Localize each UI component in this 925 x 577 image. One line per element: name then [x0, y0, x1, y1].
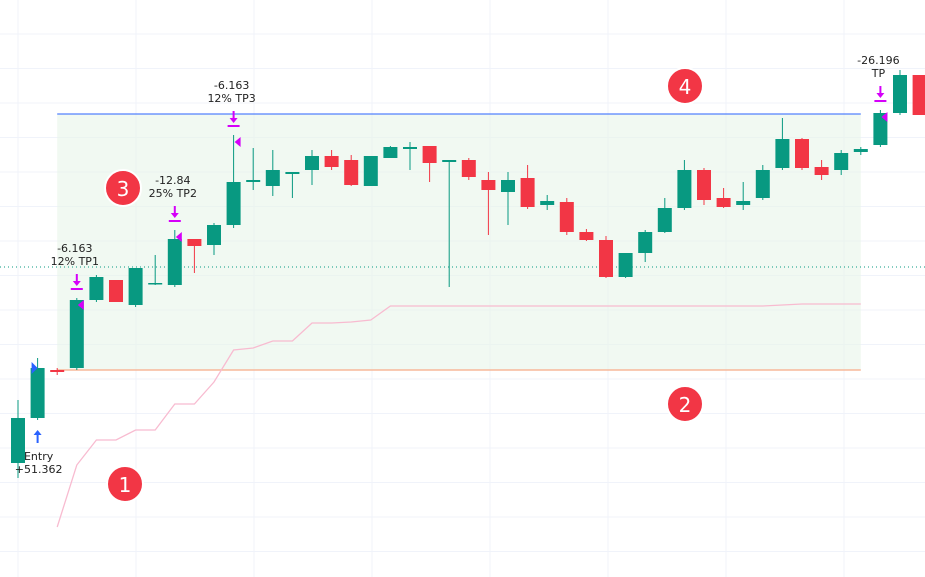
annotation-text: 12% TP3	[207, 92, 255, 105]
annotation-text: Entry	[24, 450, 54, 463]
candle-body	[657, 208, 672, 232]
candle-body	[69, 300, 84, 368]
annotation-text: -12.84	[155, 174, 190, 187]
exit-arrow	[70, 274, 83, 290]
annotation-text: +51.362	[15, 463, 63, 476]
candle-body	[755, 170, 770, 198]
candle-body	[618, 253, 633, 277]
candle-body	[30, 368, 45, 418]
candle-body	[677, 170, 692, 208]
candle-body	[461, 160, 476, 177]
badge-label: 3	[117, 177, 130, 201]
candle-body	[559, 202, 574, 232]
candle-body	[501, 180, 515, 192]
candle-body	[50, 370, 65, 372]
badge	[666, 385, 704, 423]
candle-body	[128, 268, 143, 305]
annotation-text: -6.163	[57, 242, 92, 255]
annotation-text: 12% TP1	[51, 255, 99, 268]
annotation-text: 25% TP2	[149, 187, 197, 200]
candle-body	[697, 170, 711, 200]
candle-body	[344, 160, 359, 185]
candle-body	[893, 75, 907, 113]
candle-body	[109, 280, 123, 302]
candle-body	[442, 160, 457, 162]
candle-body	[834, 153, 849, 170]
badge-label: 2	[679, 393, 692, 417]
exit-flag	[175, 232, 182, 242]
candle-body	[403, 147, 417, 149]
candle-body	[873, 113, 888, 145]
candle-body	[148, 283, 163, 285]
badge	[106, 465, 144, 503]
candle-body	[305, 156, 319, 170]
candle-body	[795, 139, 809, 168]
entry-flag	[31, 362, 38, 374]
annotation-text: TP	[871, 67, 886, 80]
candle-body	[853, 149, 868, 152]
candle-body	[716, 198, 731, 207]
exit-arrow	[168, 206, 181, 222]
candle-body	[89, 277, 104, 300]
badge	[666, 67, 704, 105]
candle-body	[207, 225, 221, 245]
candle-body	[285, 172, 300, 174]
candle-body	[363, 156, 378, 186]
candle-body	[383, 147, 398, 158]
annotation-text: -6.163	[214, 79, 249, 92]
trail-line	[56, 303, 861, 528]
entry-arrow	[33, 430, 42, 443]
candle-body	[599, 240, 613, 277]
candle-body	[775, 139, 790, 168]
candle-body	[265, 170, 280, 186]
candle-body	[520, 178, 535, 207]
candle-body	[540, 201, 555, 205]
exit-flag	[234, 137, 241, 147]
exit-flag	[77, 300, 84, 310]
badge-label: 4	[679, 75, 692, 99]
candle-body	[638, 232, 653, 253]
candle-body	[246, 180, 261, 182]
exit-arrow	[874, 86, 887, 102]
exit-flag	[881, 112, 888, 122]
badge-label: 1	[119, 473, 132, 497]
candle-body	[736, 201, 751, 205]
badge	[104, 169, 142, 207]
candle-body	[226, 182, 241, 225]
exit-arrow	[227, 111, 240, 127]
candle-body	[324, 156, 339, 167]
candle-body	[912, 75, 925, 115]
candle-body	[422, 146, 437, 163]
candle-body	[187, 239, 202, 246]
candle-body	[814, 167, 829, 175]
candle-body	[167, 239, 182, 285]
candle-body	[579, 232, 594, 240]
annotation-text: -26.196	[857, 54, 899, 67]
candle-body	[11, 418, 25, 463]
candle-body	[481, 180, 496, 190]
